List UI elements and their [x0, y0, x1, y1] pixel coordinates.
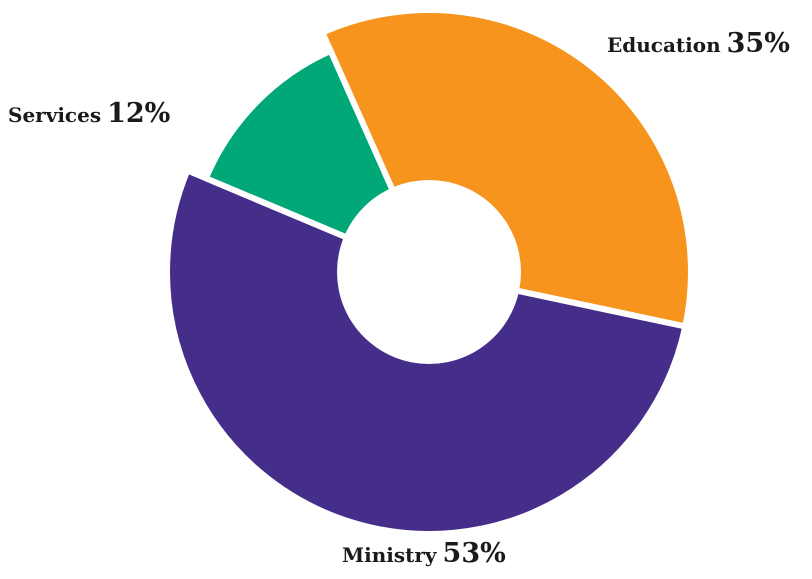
- slice-name-ministry: Ministry: [342, 543, 437, 567]
- slice-label-ministry: Ministry 53%: [342, 540, 506, 567]
- slice-label-services: Services 12%: [8, 100, 170, 127]
- slice-value-services: 12%: [107, 98, 171, 129]
- donut-hole: [337, 180, 521, 364]
- slice-name-education: Education: [607, 33, 721, 57]
- slice-value-education: 35%: [726, 28, 790, 59]
- slice-value-ministry: 53%: [442, 538, 506, 569]
- slice-label-education: Education 35%: [607, 30, 790, 57]
- slice-name-services: Services: [8, 103, 102, 127]
- slice-education: [318, 7, 694, 331]
